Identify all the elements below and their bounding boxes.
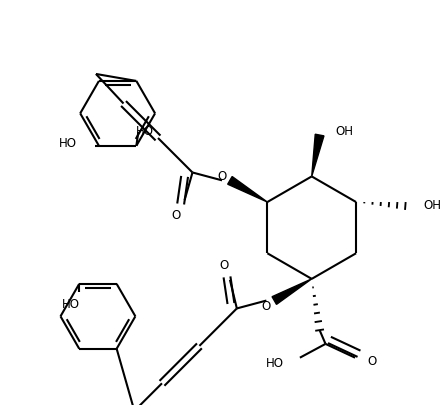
Text: HO: HO [136, 125, 154, 138]
Text: HO: HO [62, 298, 81, 310]
Text: O: O [171, 209, 180, 222]
Text: OH: OH [336, 124, 353, 137]
Text: HO: HO [266, 357, 284, 370]
Text: O: O [218, 170, 227, 183]
Text: O: O [262, 300, 271, 313]
Text: O: O [219, 259, 229, 272]
Text: O: O [367, 355, 376, 368]
Polygon shape [228, 177, 267, 202]
Polygon shape [312, 134, 324, 176]
Text: HO: HO [59, 137, 77, 150]
Text: OH: OH [423, 200, 441, 213]
Polygon shape [272, 279, 311, 304]
